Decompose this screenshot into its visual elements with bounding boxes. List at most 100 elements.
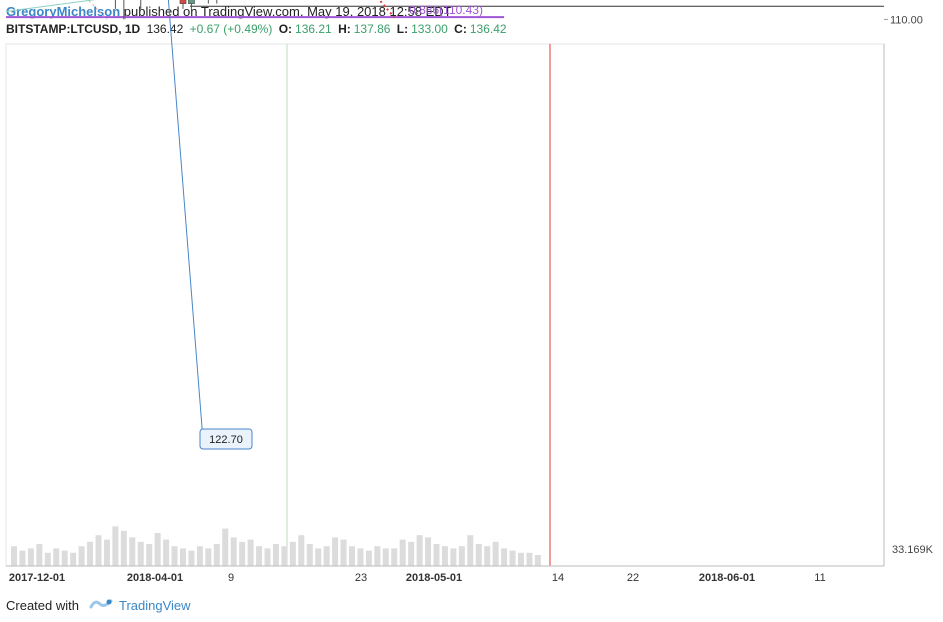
volume-bar	[205, 548, 212, 566]
last-price: 136.42	[146, 22, 184, 36]
candle	[216, 0, 218, 4]
high-value: 137.86	[353, 22, 391, 36]
low-label: L:	[396, 22, 409, 36]
candle	[123, 0, 125, 20]
candle	[188, 0, 195, 9]
volume-bar	[399, 539, 406, 566]
chart-header-quote: BITSTAMP:LTCUSD, 1D 136.42 +0.67 (+0.49%…	[6, 22, 510, 36]
volume-bar	[27, 548, 34, 566]
volume-bar	[382, 548, 389, 566]
candle-body	[179, 0, 187, 4]
time-tick-label: 14	[552, 572, 564, 584]
price-change: +0.67 (+0.49%)	[189, 22, 273, 36]
volume-bar	[70, 552, 77, 566]
time-tick-label: 2018-06-01	[699, 572, 755, 584]
high-label: H:	[338, 22, 351, 36]
volume-bar	[340, 539, 347, 566]
close-value: 136.42	[469, 22, 507, 36]
fib-level-label: 0.886(110.43)	[409, 3, 483, 17]
volume-bar	[239, 541, 246, 566]
volume-bar	[281, 546, 288, 566]
volume-bar	[264, 548, 271, 566]
published-text: published on TradingView.com, May 19, 20…	[123, 4, 452, 19]
tradingview-link[interactable]: TradingView	[118, 598, 191, 613]
volume-bar	[526, 552, 533, 566]
volume-bar	[188, 550, 195, 566]
volume-bar	[196, 546, 203, 566]
volume-bar	[247, 539, 254, 566]
plot-frame	[5, 43, 885, 567]
time-tick-label: 23	[355, 572, 367, 584]
volume-bar	[492, 541, 499, 566]
volume-bar	[180, 548, 186, 566]
volume-bar	[163, 539, 170, 566]
candle	[140, 0, 142, 9]
volume-bar	[433, 544, 440, 566]
volume-bar	[154, 533, 161, 566]
volume-bar	[391, 548, 398, 566]
volume-bar	[120, 530, 127, 566]
volume-bar	[357, 548, 364, 566]
volume-bar	[87, 541, 94, 566]
volume-bar	[306, 544, 313, 566]
volume-bar	[230, 537, 237, 566]
volume-bar	[425, 537, 432, 566]
volume-bar	[61, 550, 68, 566]
volume-bar	[11, 546, 17, 566]
time-tick-label: 22	[627, 572, 639, 584]
volume-bar	[534, 555, 541, 566]
volume-bar	[458, 546, 465, 566]
volume-bar	[272, 544, 279, 566]
candle-body	[188, 0, 195, 4]
callout-value: 122.70	[209, 434, 243, 446]
volume-bar	[365, 550, 372, 566]
time-tick-label: 2018-05-01	[406, 572, 462, 584]
volume-bar	[19, 550, 26, 566]
callout-pointer	[167, 0, 204, 441]
volume-bar	[298, 535, 305, 566]
volume-bar	[475, 544, 482, 566]
callout-box	[199, 428, 253, 450]
volume-bar	[78, 546, 85, 566]
volume-axis-label: 33.169K	[892, 544, 934, 556]
volume-bar	[332, 537, 339, 566]
volume-bar	[450, 548, 457, 566]
volume-bar	[103, 539, 110, 566]
close-label: C:	[454, 22, 467, 36]
volume-bar	[95, 535, 102, 566]
time-tick-label: 9	[228, 572, 234, 584]
tradingview-logo-icon	[89, 597, 113, 614]
volume-bar	[441, 546, 448, 566]
volume-bar	[213, 544, 220, 566]
volume-bar	[53, 548, 60, 566]
volume-bar	[323, 546, 330, 566]
open-value: 136.21	[295, 22, 332, 36]
time-tick-label: 2018-04-01	[127, 572, 183, 584]
volume-bar	[222, 528, 229, 566]
open-label: O:	[278, 22, 293, 36]
volume-bar	[171, 546, 178, 566]
volume-bar	[129, 537, 136, 566]
footer: Created with TradingView	[6, 597, 191, 614]
volume-bar	[112, 526, 119, 566]
volume-bar	[256, 546, 263, 566]
time-tick-label: 11	[814, 572, 825, 584]
symbol-label: BITSTAMP:LTCUSD, 1D	[6, 22, 141, 36]
volume-bar	[374, 546, 381, 566]
created-with-text: Created with	[6, 598, 79, 613]
time-tick-label: 2017-12-01	[9, 572, 65, 584]
candle	[179, 0, 187, 9]
volume-bar	[146, 544, 153, 566]
volume-bar	[484, 546, 491, 566]
candle	[207, 0, 209, 4]
volume-bar	[137, 541, 144, 566]
candle	[114, 0, 116, 9]
volume-bar	[408, 541, 415, 566]
volume-bar	[501, 548, 508, 566]
volume-bar	[44, 552, 51, 566]
volume-bar	[349, 546, 355, 566]
volume-bar	[315, 548, 322, 566]
volume-bar	[518, 552, 524, 566]
price-tick-label: 110.00	[890, 14, 923, 26]
